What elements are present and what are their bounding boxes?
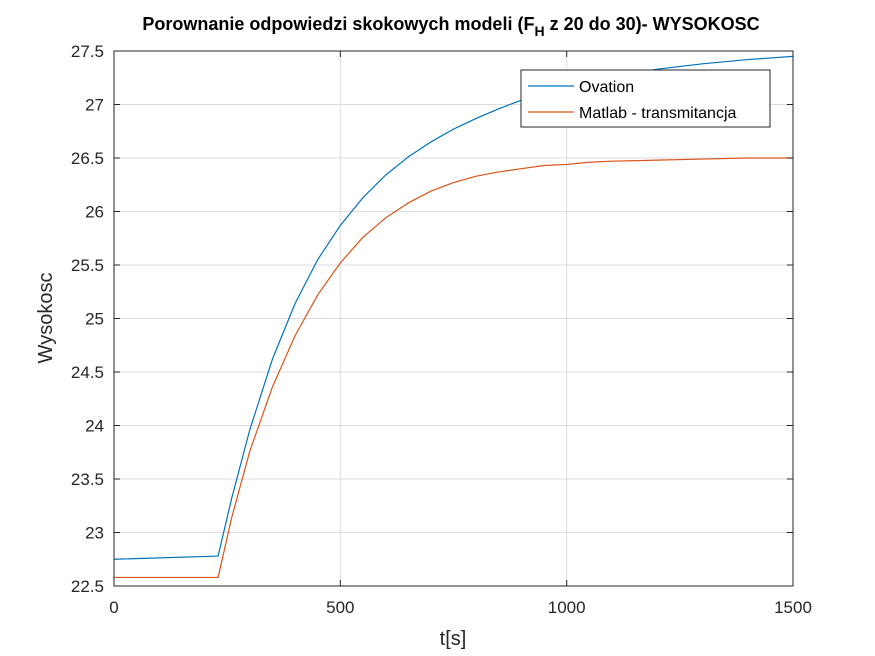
legend-label-matlab: Matlab - transmitancja <box>579 105 736 122</box>
tick-labels: 0 500 1000 1500 22.5 23 23.5 24 24.5 25 25.5 26 26.5… <box>71 42 812 617</box>
x-tick-label: 1500 <box>774 598 812 617</box>
y-tick-label: 25.5 <box>71 256 104 275</box>
y-tick-label: 22.5 <box>71 577 104 596</box>
y-tick-label: 24 <box>85 417 104 436</box>
y-tick-label: 23.5 <box>71 470 104 489</box>
tick-marks <box>113 50 794 587</box>
y-tick-label: 24.5 <box>71 363 104 382</box>
y-tick-label: 26 <box>85 203 104 222</box>
chart-title-rest: z 20 do 30)- WYSOKOSC <box>545 14 760 34</box>
y-tick-label: 26.5 <box>71 149 104 168</box>
y-tick-label: 25 <box>85 310 104 329</box>
x-tick-label: 500 <box>326 598 354 617</box>
x-tick-label: 0 <box>109 598 118 617</box>
legend: Ovation Matlab - transmitancja <box>520 69 771 128</box>
legend-label-ovation: Ovation <box>579 79 634 96</box>
x-tick-label: 1000 <box>548 598 586 617</box>
y-tick-label: 27.5 <box>71 42 104 61</box>
y-axis-label: Wysokosc <box>35 273 57 364</box>
x-axis-label: t[s] <box>440 628 467 650</box>
y-tick-label: 27 <box>85 96 104 115</box>
chart-title-main: Porownanie odpowiedzi skokowych modeli (… <box>142 14 534 34</box>
legend-box <box>520 69 771 128</box>
chart-title: Porownanie odpowiedzi skokowych modeli (… <box>142 14 759 39</box>
series-line-matlab <box>114 157 793 579</box>
chart-title-subscript: H <box>534 23 544 39</box>
y-tick-label: 23 <box>85 524 104 543</box>
